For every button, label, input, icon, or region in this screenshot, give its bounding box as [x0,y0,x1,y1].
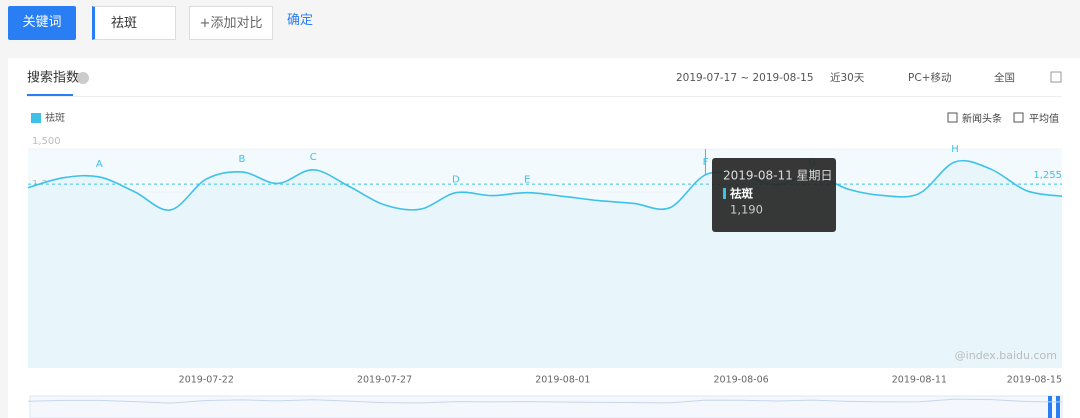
add-compare[interactable]: +添加对比 [189,6,273,40]
annotation: H [951,144,959,155]
slider-handle[interactable] [1048,396,1052,418]
slider-line [27,398,1063,404]
annotation: D [452,175,460,186]
panel-title: 搜索指数 [27,71,79,86]
annotation: B [238,154,245,165]
x-tick-label: 2019-08-15 [1007,375,1062,386]
tab-underline [27,94,73,96]
watermark: @index.baidu.com [955,349,1057,362]
keyword-input[interactable]: 祛斑 [92,6,176,40]
region-select[interactable]: 全国 [994,71,1015,84]
tooltip [712,158,836,232]
annotation: C [310,152,317,163]
device-select[interactable]: PC+移动 [908,71,951,84]
slider-handle[interactable] [1056,396,1060,418]
x-tick-label: 2019-08-01 [535,375,590,386]
news-option[interactable]: 新闻头条 [962,112,1002,125]
annotation: F [703,157,709,168]
x-tick-label: 2019-07-27 [357,375,412,386]
help-icon[interactable] [77,72,89,84]
x-tick-label: 2019-08-06 [713,375,768,386]
tooltip-title: 2019-08-11 星期日 [723,169,833,183]
export-icon[interactable] [1050,71,1062,83]
average-label: 1,255 [1033,170,1062,181]
y-tick-label: 1,500 [32,136,61,147]
range-slider[interactable] [29,395,1063,418]
tooltip-swatch [723,188,726,199]
line-series [27,159,1063,211]
annotation: A [96,159,103,170]
annotation: E [524,175,530,186]
confirm[interactable]: 确定 [287,13,314,28]
tooltip-value: 1,190 [730,203,763,217]
tooltip-series: 祛斑 [730,187,753,201]
checkbox[interactable] [947,112,958,123]
chart-panel: 搜索指数 2019-07-17 ~ 2019-08-15 近30天 PC+移动 … [8,58,1080,418]
x-tick-label: 2019-08-11 [892,375,947,386]
date-range[interactable]: 2019-07-17 ~ 2019-08-15 [676,72,814,84]
x-tick-label: 2019-07-22 [179,375,234,386]
period-select[interactable]: 近30天 [830,71,865,84]
checkbox[interactable] [1013,112,1024,123]
legend-label[interactable]: 祛斑 [45,111,65,124]
legend-swatch [31,113,41,123]
keyword-tab[interactable]: 关键词 [8,6,76,40]
average-option[interactable]: 平均值 [1029,112,1059,125]
